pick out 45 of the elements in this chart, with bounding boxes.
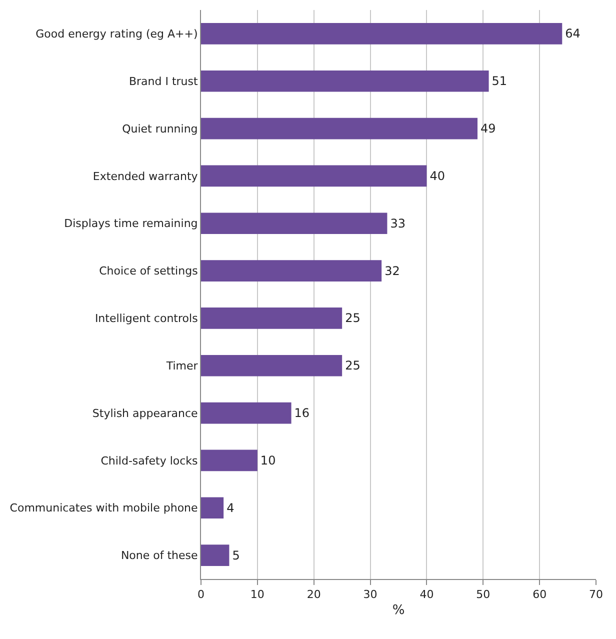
y-tick-label: Child-safety locks — [100, 454, 198, 468]
bar — [201, 212, 388, 234]
y-tick-label: Quiet running — [122, 122, 198, 136]
x-tick-label: 70 — [589, 588, 603, 602]
data-label: 51 — [492, 74, 508, 88]
y-tick-label: Extended warranty — [92, 170, 198, 183]
x-tick-label: 30 — [363, 588, 378, 602]
bar — [201, 118, 478, 140]
y-tick-label: None of these — [120, 549, 198, 562]
y-tick-label: Stylish appearance — [92, 406, 198, 420]
data-label: 32 — [384, 264, 400, 278]
data-label: 25 — [345, 358, 360, 373]
x-tick-label: 10 — [250, 588, 264, 602]
bar — [201, 70, 489, 92]
y-tick-label: Timer — [165, 359, 198, 372]
data-label: 49 — [480, 122, 496, 136]
bar — [201, 497, 224, 519]
bar — [201, 165, 427, 187]
bar — [201, 544, 230, 566]
bar — [201, 402, 292, 424]
bar — [201, 450, 258, 472]
bar — [201, 260, 382, 282]
x-tick-label: 60 — [532, 588, 547, 602]
x-tick-label: 40 — [420, 588, 434, 602]
y-tick-label: Displays time remaining — [64, 217, 198, 230]
data-label: 16 — [294, 406, 310, 420]
x-tick-label: 50 — [476, 588, 490, 602]
data-label: 64 — [565, 26, 580, 41]
bar — [201, 308, 342, 329]
data-label: 5 — [232, 548, 240, 562]
bar — [201, 23, 562, 44]
y-tick-label: Communicates with mobile phone — [10, 502, 198, 515]
x-tick-label: 0 — [198, 588, 204, 602]
y-tick-label: Brand I trust — [128, 74, 198, 88]
y-tick-label: Good energy rating (eg A++) — [36, 28, 198, 41]
data-label: 33 — [390, 216, 406, 230]
bar — [201, 354, 342, 376]
y-tick-label: Intelligent controls — [94, 312, 198, 326]
data-label: 25 — [345, 311, 360, 326]
data-label: 4 — [226, 500, 234, 515]
data-label: 40 — [430, 168, 445, 183]
x-tick-label: 20 — [306, 588, 321, 602]
data-label: 10 — [260, 453, 276, 468]
y-tick-label: Choice of settings — [99, 264, 198, 278]
x-axis-title: % — [392, 602, 405, 618]
